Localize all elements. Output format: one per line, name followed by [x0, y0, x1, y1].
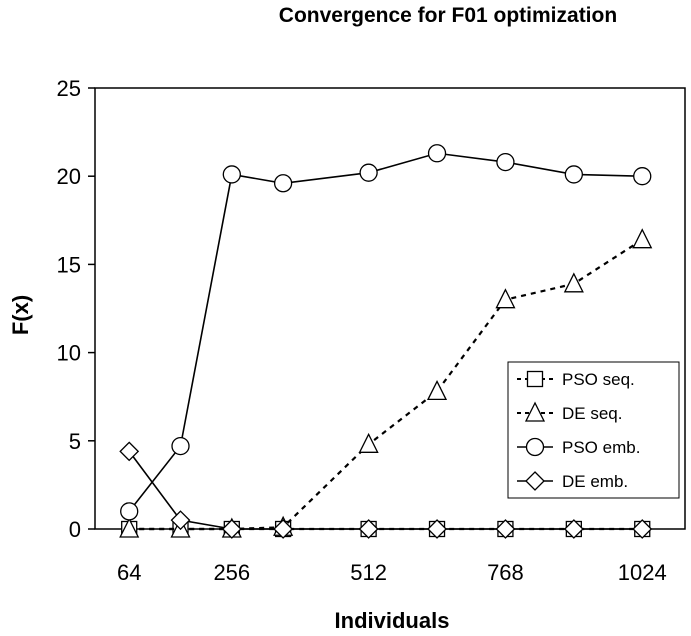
- data-point-triangle: [495, 288, 516, 309]
- data-point-circle: [171, 436, 190, 456]
- x-tick-label: 64: [117, 560, 141, 585]
- legend-marker-circle: [525, 437, 545, 457]
- series-de-emb: [119, 441, 653, 539]
- data-point-diamond: [427, 519, 447, 539]
- data-point-circle: [564, 165, 583, 184]
- legend-item: PSO emb.: [517, 437, 640, 457]
- data-point-triangle: [632, 228, 653, 249]
- x-tick-label: 256: [213, 560, 250, 585]
- y-tick-label: 0: [69, 517, 81, 542]
- legend-label: PSO emb.: [562, 438, 640, 457]
- data-point-triangle: [426, 379, 448, 401]
- data-point-circle: [633, 167, 652, 186]
- x-tick-label: 512: [350, 560, 387, 585]
- x-tick-label: 768: [487, 560, 524, 585]
- data-point-diamond: [358, 519, 379, 539]
- data-point-triangle: [119, 517, 140, 538]
- legend-marker-square: [526, 370, 544, 388]
- data-point-diamond: [563, 519, 584, 539]
- y-axis-label: F(x): [8, 295, 33, 335]
- chart-title: Convergence for F01 optimization: [279, 4, 617, 27]
- data-point-circle: [496, 152, 515, 172]
- data-point-circle: [222, 165, 241, 184]
- legend-marker-diamond: [525, 471, 545, 491]
- y-tick-label: 5: [69, 429, 81, 454]
- data-point-circle: [359, 163, 378, 182]
- series-pso-emb: [120, 144, 652, 521]
- data-point-diamond: [495, 519, 516, 539]
- legend-marker-triangle: [524, 401, 546, 422]
- data-point-triangle: [563, 272, 584, 293]
- data-point-triangle: [358, 432, 379, 453]
- y-tick-label: 25: [57, 76, 81, 101]
- y-tick-label: 20: [57, 164, 81, 189]
- data-point-circle: [427, 144, 447, 163]
- legend: PSO seq. DE seq. PSO emb. DE emb.: [507, 361, 680, 499]
- x-tick-label: 1024: [618, 560, 667, 585]
- y-axis-ticks: 0 5 10 15 20 25: [57, 76, 95, 542]
- data-point-diamond: [273, 519, 294, 539]
- data-point-diamond: [170, 510, 191, 531]
- y-tick-label: 15: [57, 252, 81, 277]
- x-axis-ticks: 64 256 512 768 1024: [117, 529, 667, 585]
- data-point-diamond: [632, 519, 653, 539]
- legend-label: DE emb.: [562, 472, 628, 491]
- y-tick-label: 10: [57, 341, 81, 366]
- series-layer: [119, 144, 653, 539]
- data-point-diamond: [221, 519, 242, 539]
- legend-item: DE emb.: [517, 471, 628, 491]
- data-point-diamond: [119, 441, 140, 462]
- data-point-circle: [120, 502, 139, 521]
- legend-label: PSO seq.: [562, 370, 635, 389]
- x-axis-label: Individuals: [335, 608, 450, 633]
- legend-item: PSO seq.: [517, 370, 635, 389]
- legend-label: DE seq.: [562, 404, 622, 423]
- data-point-circle: [273, 174, 293, 193]
- legend-item: DE seq.: [517, 401, 622, 423]
